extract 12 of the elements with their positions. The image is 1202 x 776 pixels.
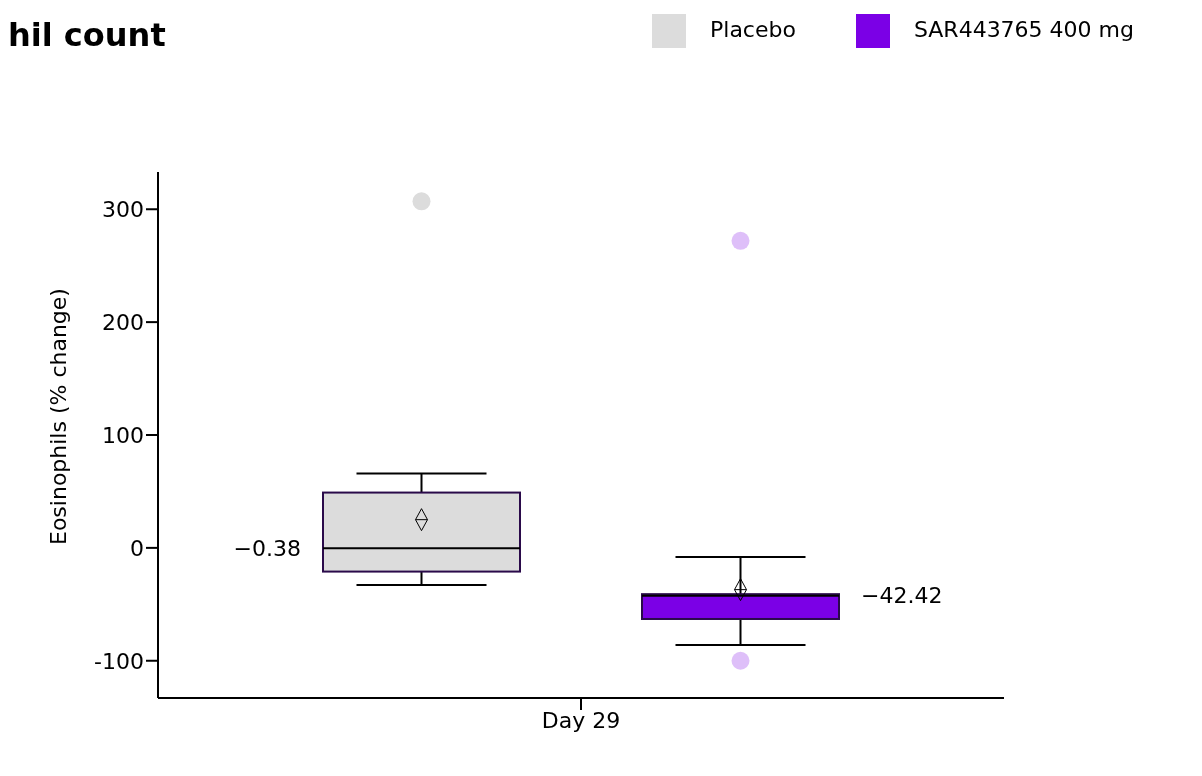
y-tick-label: 200: [102, 309, 144, 335]
y-axis-title: Eosinophils (% change): [45, 288, 71, 545]
y-tick-label: 0: [130, 535, 144, 561]
y-tick-label: 300: [102, 197, 144, 223]
legend-label: SAR443765 400 mg: [913, 17, 1134, 42]
text: −0.38: [233, 536, 301, 561]
text: −42.42: [861, 583, 943, 609]
legend-label: Placebo: [710, 17, 796, 42]
x-tick-label: Day 29: [541, 707, 621, 733]
y-tick-label: 100: [102, 422, 144, 448]
chart-title: hil count: [8, 16, 166, 54]
y-tick-label: -100: [94, 648, 144, 674]
